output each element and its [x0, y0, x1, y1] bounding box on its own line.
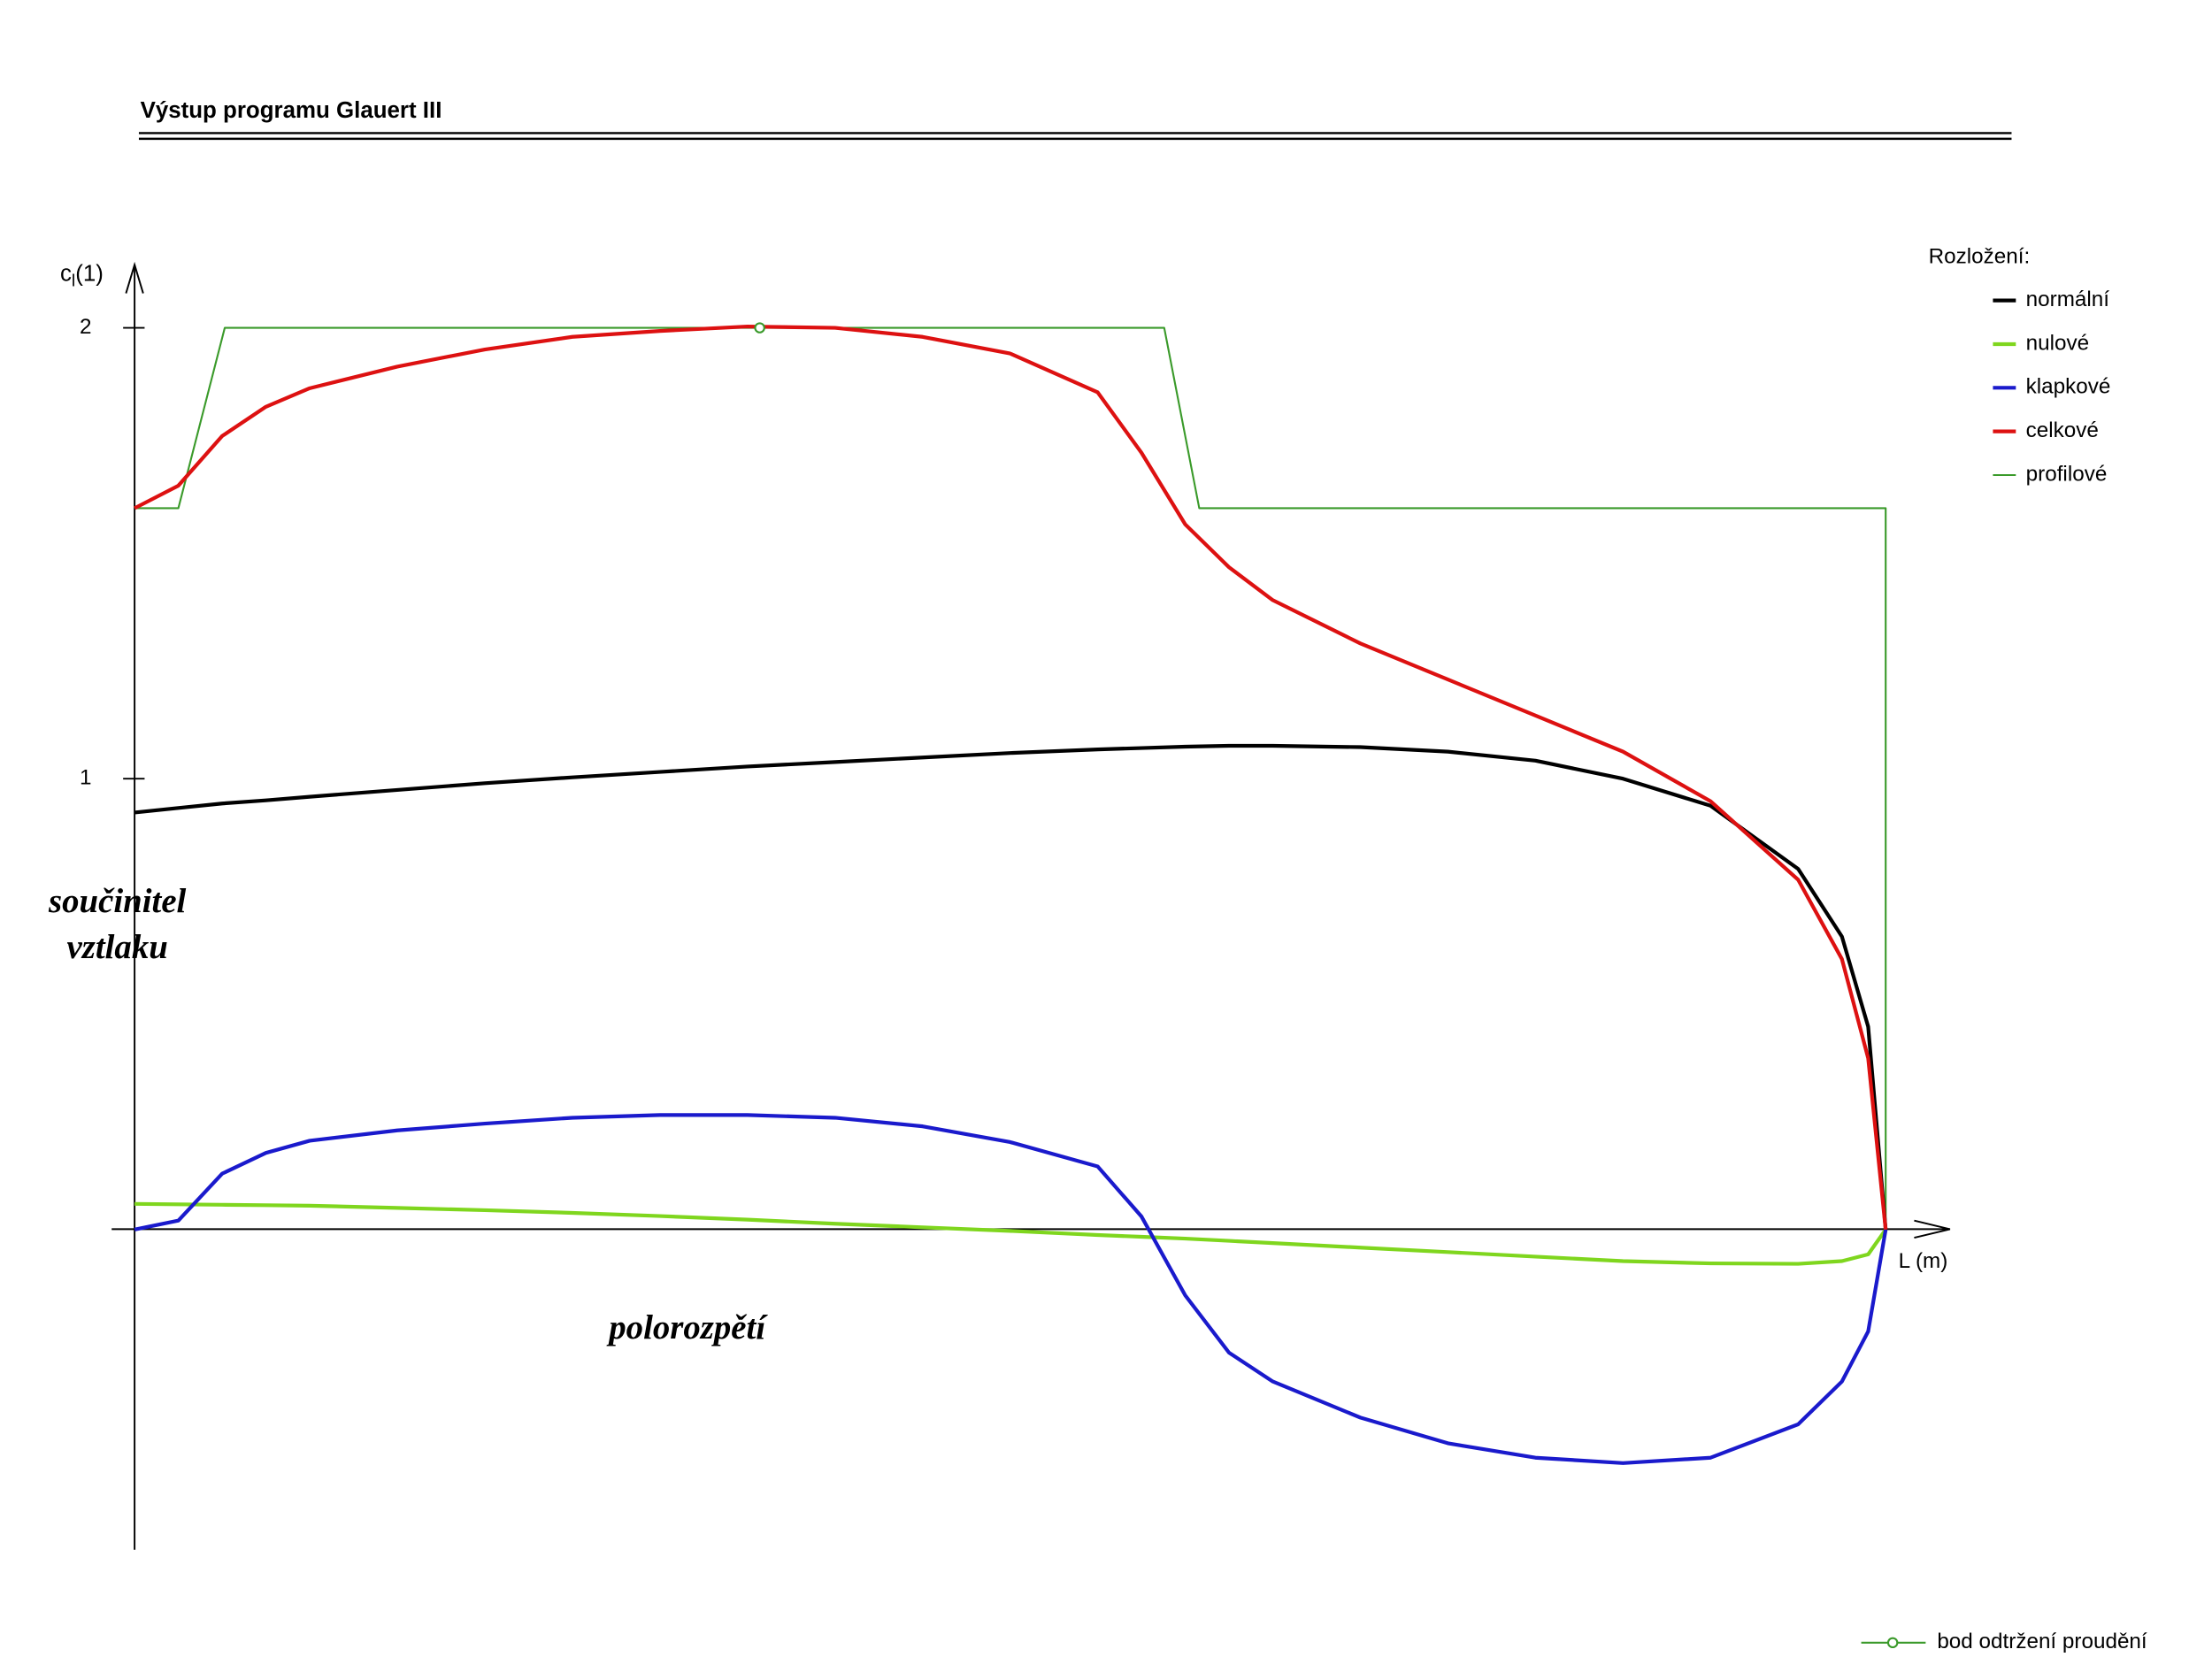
series-line — [134, 1113, 1888, 1465]
x-axis-label: L (m) — [1899, 1249, 1948, 1273]
legend-label: bod odtržení proudění — [1937, 1630, 2147, 1653]
page-title: Výstup programu Glauert III — [141, 98, 442, 123]
legend-marker — [1886, 1637, 1899, 1649]
y-caption: součinitel — [48, 882, 187, 920]
series-line — [134, 324, 1888, 1231]
y-label-base: c — [60, 261, 72, 286]
y-label-sub: l — [72, 272, 75, 291]
legend-label: normální — [2026, 288, 2110, 311]
series-line — [134, 1201, 1887, 1266]
y-label-suffix: (1) — [75, 261, 104, 286]
legend-title: Rozložení: — [1929, 245, 2031, 269]
x-caption: polorozpětí — [606, 1308, 768, 1346]
legend-label: celkové — [2026, 418, 2099, 442]
legend-label: profilové — [2026, 462, 2108, 486]
separation-point — [754, 322, 765, 334]
y-tick-label: 2 — [80, 315, 92, 339]
x-axis-arrow — [1914, 1219, 1951, 1239]
y-axis-label: cl(1) — [60, 261, 104, 290]
y-axis-arrow — [125, 261, 144, 294]
y-tick-label: 1 — [80, 766, 92, 790]
series-line — [134, 743, 1888, 1231]
legend-label: nulové — [2026, 331, 2089, 355]
legend-label: klapkové — [2026, 375, 2111, 399]
y-caption: vztlaku — [67, 928, 168, 966]
series-line — [134, 326, 1887, 1230]
